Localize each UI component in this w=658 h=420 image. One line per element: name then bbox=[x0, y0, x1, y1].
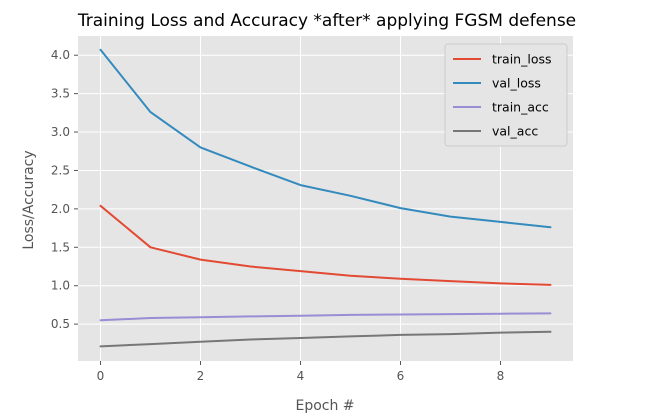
series-lines bbox=[99, 48, 552, 348]
legend-item: val_acc bbox=[453, 124, 538, 139]
y-tick-label: 3.5 bbox=[51, 87, 70, 101]
legend-label: train_loss bbox=[492, 52, 552, 67]
axis-ticks: 0.5 1.0 1.5 2.0 2.5 3.0 3.5 4.0 0 2 4 6 8 bbox=[51, 48, 504, 383]
y-tick-label: 4.0 bbox=[51, 48, 70, 62]
legend-label: train_acc bbox=[492, 100, 549, 115]
y-tick-label: 2.5 bbox=[51, 163, 70, 177]
x-tick-label: 0 bbox=[97, 369, 105, 383]
legend-item: train_loss bbox=[453, 52, 552, 67]
series-line-val-loss bbox=[99, 48, 552, 229]
legend-item: train_acc bbox=[453, 100, 549, 115]
series-line-val-acc bbox=[99, 330, 552, 348]
y-tick-label: 2.0 bbox=[51, 202, 70, 216]
series-line-train-loss bbox=[99, 204, 552, 286]
legend: train_loss val_loss train_acc val_acc bbox=[444, 43, 568, 147]
y-axis-label: Loss/Accuracy bbox=[21, 150, 37, 249]
y-tick-label: 0.5 bbox=[51, 317, 70, 331]
x-tick-label: 4 bbox=[297, 369, 305, 383]
series-line-train-acc bbox=[99, 312, 552, 322]
x-tick-label: 6 bbox=[397, 369, 405, 383]
legend-box bbox=[444, 43, 568, 147]
legend-label: val_acc bbox=[492, 124, 538, 139]
y-tick-label: 1.5 bbox=[51, 240, 70, 254]
y-tick-label: 1.0 bbox=[51, 279, 70, 293]
x-tick-label: 2 bbox=[197, 369, 205, 383]
grid-lines bbox=[78, 36, 573, 361]
legend-item: val_loss bbox=[453, 76, 541, 91]
legend-label: val_loss bbox=[492, 76, 541, 91]
chart-title: Training Loss and Accuracy *after* apply… bbox=[77, 11, 576, 31]
y-tick-label: 3.0 bbox=[51, 125, 70, 139]
x-tick-label: 8 bbox=[497, 369, 505, 383]
x-axis-label: Epoch # bbox=[295, 398, 354, 414]
